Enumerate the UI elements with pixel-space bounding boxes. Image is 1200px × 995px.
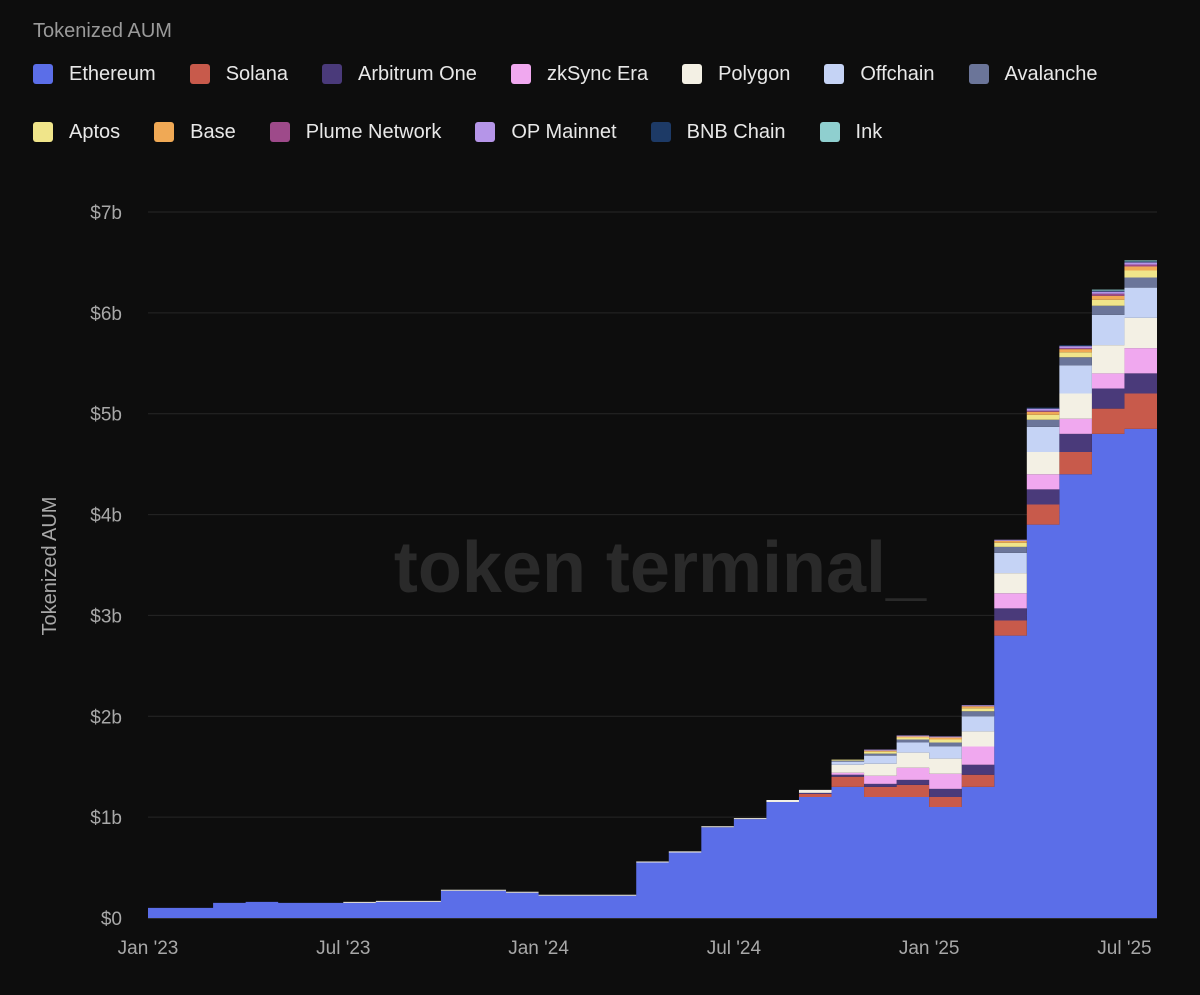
x-tick-label: Jul '25 [1097, 938, 1151, 959]
y-tick-label: $7b [90, 203, 122, 224]
legend-swatch [475, 122, 496, 142]
legend-item-op-mainnet[interactable]: OP Mainnet [475, 120, 617, 144]
y-tick-label: $4b [90, 506, 122, 527]
legend-label: BNB Chain [686, 120, 786, 143]
y-tick-label: $5b [90, 405, 122, 426]
legend-swatch [650, 122, 671, 142]
legend-item-plume-network[interactable]: Plume Network [269, 120, 442, 144]
y-tick-label: $3b [90, 606, 122, 627]
legend-label: Ink [855, 120, 883, 143]
legend-swatch [33, 64, 53, 84]
legend-item-polygon[interactable]: Polygon [682, 63, 790, 86]
legend-swatch [819, 122, 840, 142]
legend-item-offchain[interactable]: Offchain [824, 62, 935, 86]
legend-label: Solana [225, 62, 288, 85]
stacked-areas [148, 260, 1157, 918]
legend-item-aptos[interactable]: Aptos [33, 121, 120, 144]
y-axis-ticks: $0 $1b $2b $3b $4b $5b $6b $7b [90, 203, 122, 930]
legend-label: Plume Network [305, 120, 442, 143]
legend-item-avalanche[interactable]: Avalanche [968, 62, 1098, 86]
legend-swatch [968, 64, 989, 84]
watermark: token terminal_ [394, 528, 927, 608]
legend-swatch [269, 122, 290, 142]
legend-item-ethereum[interactable]: Ethereum [33, 63, 156, 86]
chart-title: Tokenized AUM [33, 20, 172, 42]
legend-swatch [510, 64, 531, 84]
y-axis-label: Tokenized AUM [39, 497, 61, 636]
legend-item-ink[interactable]: Ink [819, 120, 883, 144]
legend-item-base[interactable]: Base [154, 121, 236, 144]
x-tick-label: Jan '24 [508, 938, 569, 959]
legend-row-1: Ethereum Solana Arbitrum One zkSync Era Poly… [33, 58, 1173, 90]
legend-item-solana[interactable]: Solana [189, 62, 288, 86]
x-axis-ticks: Jan '23 Jul '23 Jan '24 Jul '24 Jan '25 Jul '… [118, 938, 1152, 959]
y-tick-label: $0 [101, 909, 122, 930]
x-tick-label: Jul '23 [316, 938, 370, 959]
y-tick-label: $2b [90, 707, 122, 728]
legend-label: OP Mainnet [511, 120, 617, 143]
area-series-ethereum [148, 428, 1157, 918]
legend-row-2: Aptos Base Plume Network OP Mainnet BNB Chai… [33, 116, 1173, 148]
area-series-polygon [148, 317, 1157, 908]
legend-label: Polygon [718, 62, 791, 85]
legend-item-arbitrum-one[interactable]: Arbitrum One [322, 63, 477, 86]
legend-label: Offchain [860, 62, 935, 85]
legend-swatch [824, 64, 845, 84]
x-tick-label: Jan '23 [118, 938, 179, 959]
y-tick-label: $6b [90, 304, 122, 325]
legend-swatch [682, 64, 703, 84]
x-tick-label: Jan '25 [899, 938, 960, 959]
legend-label: Ethereum [69, 62, 156, 85]
legend-label: Base [190, 120, 236, 143]
legend-item-zksync-era[interactable]: zkSync Era [510, 62, 649, 86]
legend-swatch [322, 64, 342, 84]
legend-label: Avalanche [1004, 62, 1098, 85]
y-tick-label: $1b [90, 808, 122, 829]
legend-label: Aptos [69, 120, 121, 143]
legend-label: Arbitrum One [358, 62, 477, 85]
x-tick-label: Jul '24 [707, 938, 762, 959]
legend-swatch [33, 122, 53, 142]
legend-swatch [189, 64, 210, 84]
legend-label: zkSync Era [546, 62, 649, 85]
legend-swatch [154, 122, 175, 142]
area-series-zksync-era [148, 348, 1157, 908]
legend: Ethereum Solana Arbitrum One zkSync Era Poly… [33, 58, 1173, 174]
legend-item-bnb-chain[interactable]: BNB Chain [650, 120, 786, 144]
